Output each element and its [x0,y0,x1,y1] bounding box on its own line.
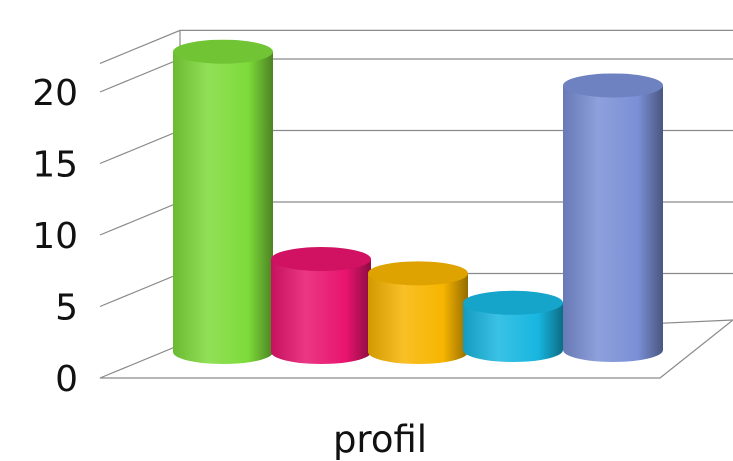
y-tick-label: 0 [55,359,78,400]
bar-top [271,247,371,272]
bar [463,290,563,362]
y-tick-label: 20 [32,73,78,114]
y-axis: 0 5 10 15 20 [32,73,78,400]
bar-body [463,302,563,362]
bar-top [563,73,663,98]
bar [563,73,663,362]
y-tick-label: 15 [32,145,78,186]
y-tick-label: 10 [32,216,78,257]
bar [368,261,468,364]
bar-top [463,290,563,315]
bar-top [368,261,468,286]
x-axis-label: profil [333,418,427,461]
bar [173,39,273,364]
bars [173,39,663,364]
y-tick-label: 5 [55,288,78,329]
bar-body [368,273,468,364]
bar-top [173,39,273,64]
bar [271,247,371,364]
bar-body [563,85,663,362]
chart-floor [99,319,733,379]
bar-body [271,259,371,364]
bar-body [173,51,273,364]
